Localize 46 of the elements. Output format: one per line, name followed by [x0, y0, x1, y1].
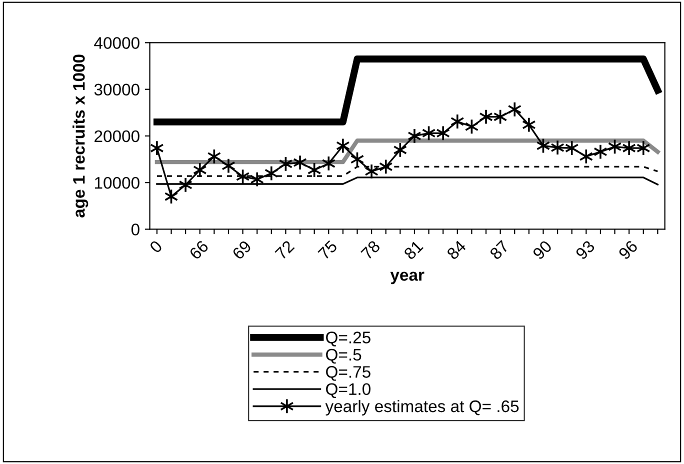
x-tick-label: 96 — [618, 240, 638, 260]
point — [508, 102, 522, 118]
point — [436, 125, 450, 142]
x-tick-label: 72 — [274, 240, 295, 260]
x-tick-label: 78 — [360, 240, 381, 260]
point — [450, 114, 464, 130]
x-tick-label: 81 — [403, 240, 424, 260]
x-tick-label: 75 — [318, 240, 338, 260]
point — [336, 138, 350, 154]
point — [322, 156, 336, 172]
point — [222, 158, 236, 174]
y-tick-label: 40000 — [94, 37, 140, 49]
x-tick-label: 84 — [446, 240, 467, 260]
point — [150, 140, 164, 156]
x-tick-label: 66 — [188, 240, 210, 260]
point — [408, 128, 422, 144]
x-tick-label: 69 — [232, 240, 252, 260]
point — [178, 177, 192, 193]
legend-label: Q=1.0 — [326, 383, 370, 398]
point — [594, 144, 608, 160]
x-tick-label: 87 — [489, 240, 510, 260]
point — [293, 154, 307, 170]
point — [550, 140, 564, 156]
point — [250, 171, 264, 188]
x-axis-title: year — [390, 272, 424, 284]
point — [192, 162, 207, 178]
point — [564, 140, 579, 156]
point — [264, 165, 278, 182]
point — [378, 158, 393, 175]
point — [622, 140, 636, 156]
legend-label: Q=.75 — [326, 366, 370, 381]
point — [479, 108, 493, 125]
y-tick-label: 10000 — [95, 176, 140, 189]
legend-label: Q=.5 — [326, 348, 362, 364]
x-tick-label: 93 — [574, 240, 596, 260]
y-tick-label: 30000 — [94, 84, 140, 96]
legend-label: Q=.25 — [326, 332, 370, 346]
x-tick-label: 0 — [148, 240, 163, 254]
y-tick-label: 20000 — [94, 130, 140, 142]
point — [636, 140, 650, 156]
point — [522, 116, 536, 133]
point — [364, 164, 378, 180]
x-tick-label: 90 — [532, 240, 552, 260]
y-axis-title: age 1 recruits x 1000 — [72, 54, 88, 218]
y-tick-label: 0 — [131, 224, 140, 236]
legend-label: yearly estimates at Q= .65 — [325, 400, 519, 416]
